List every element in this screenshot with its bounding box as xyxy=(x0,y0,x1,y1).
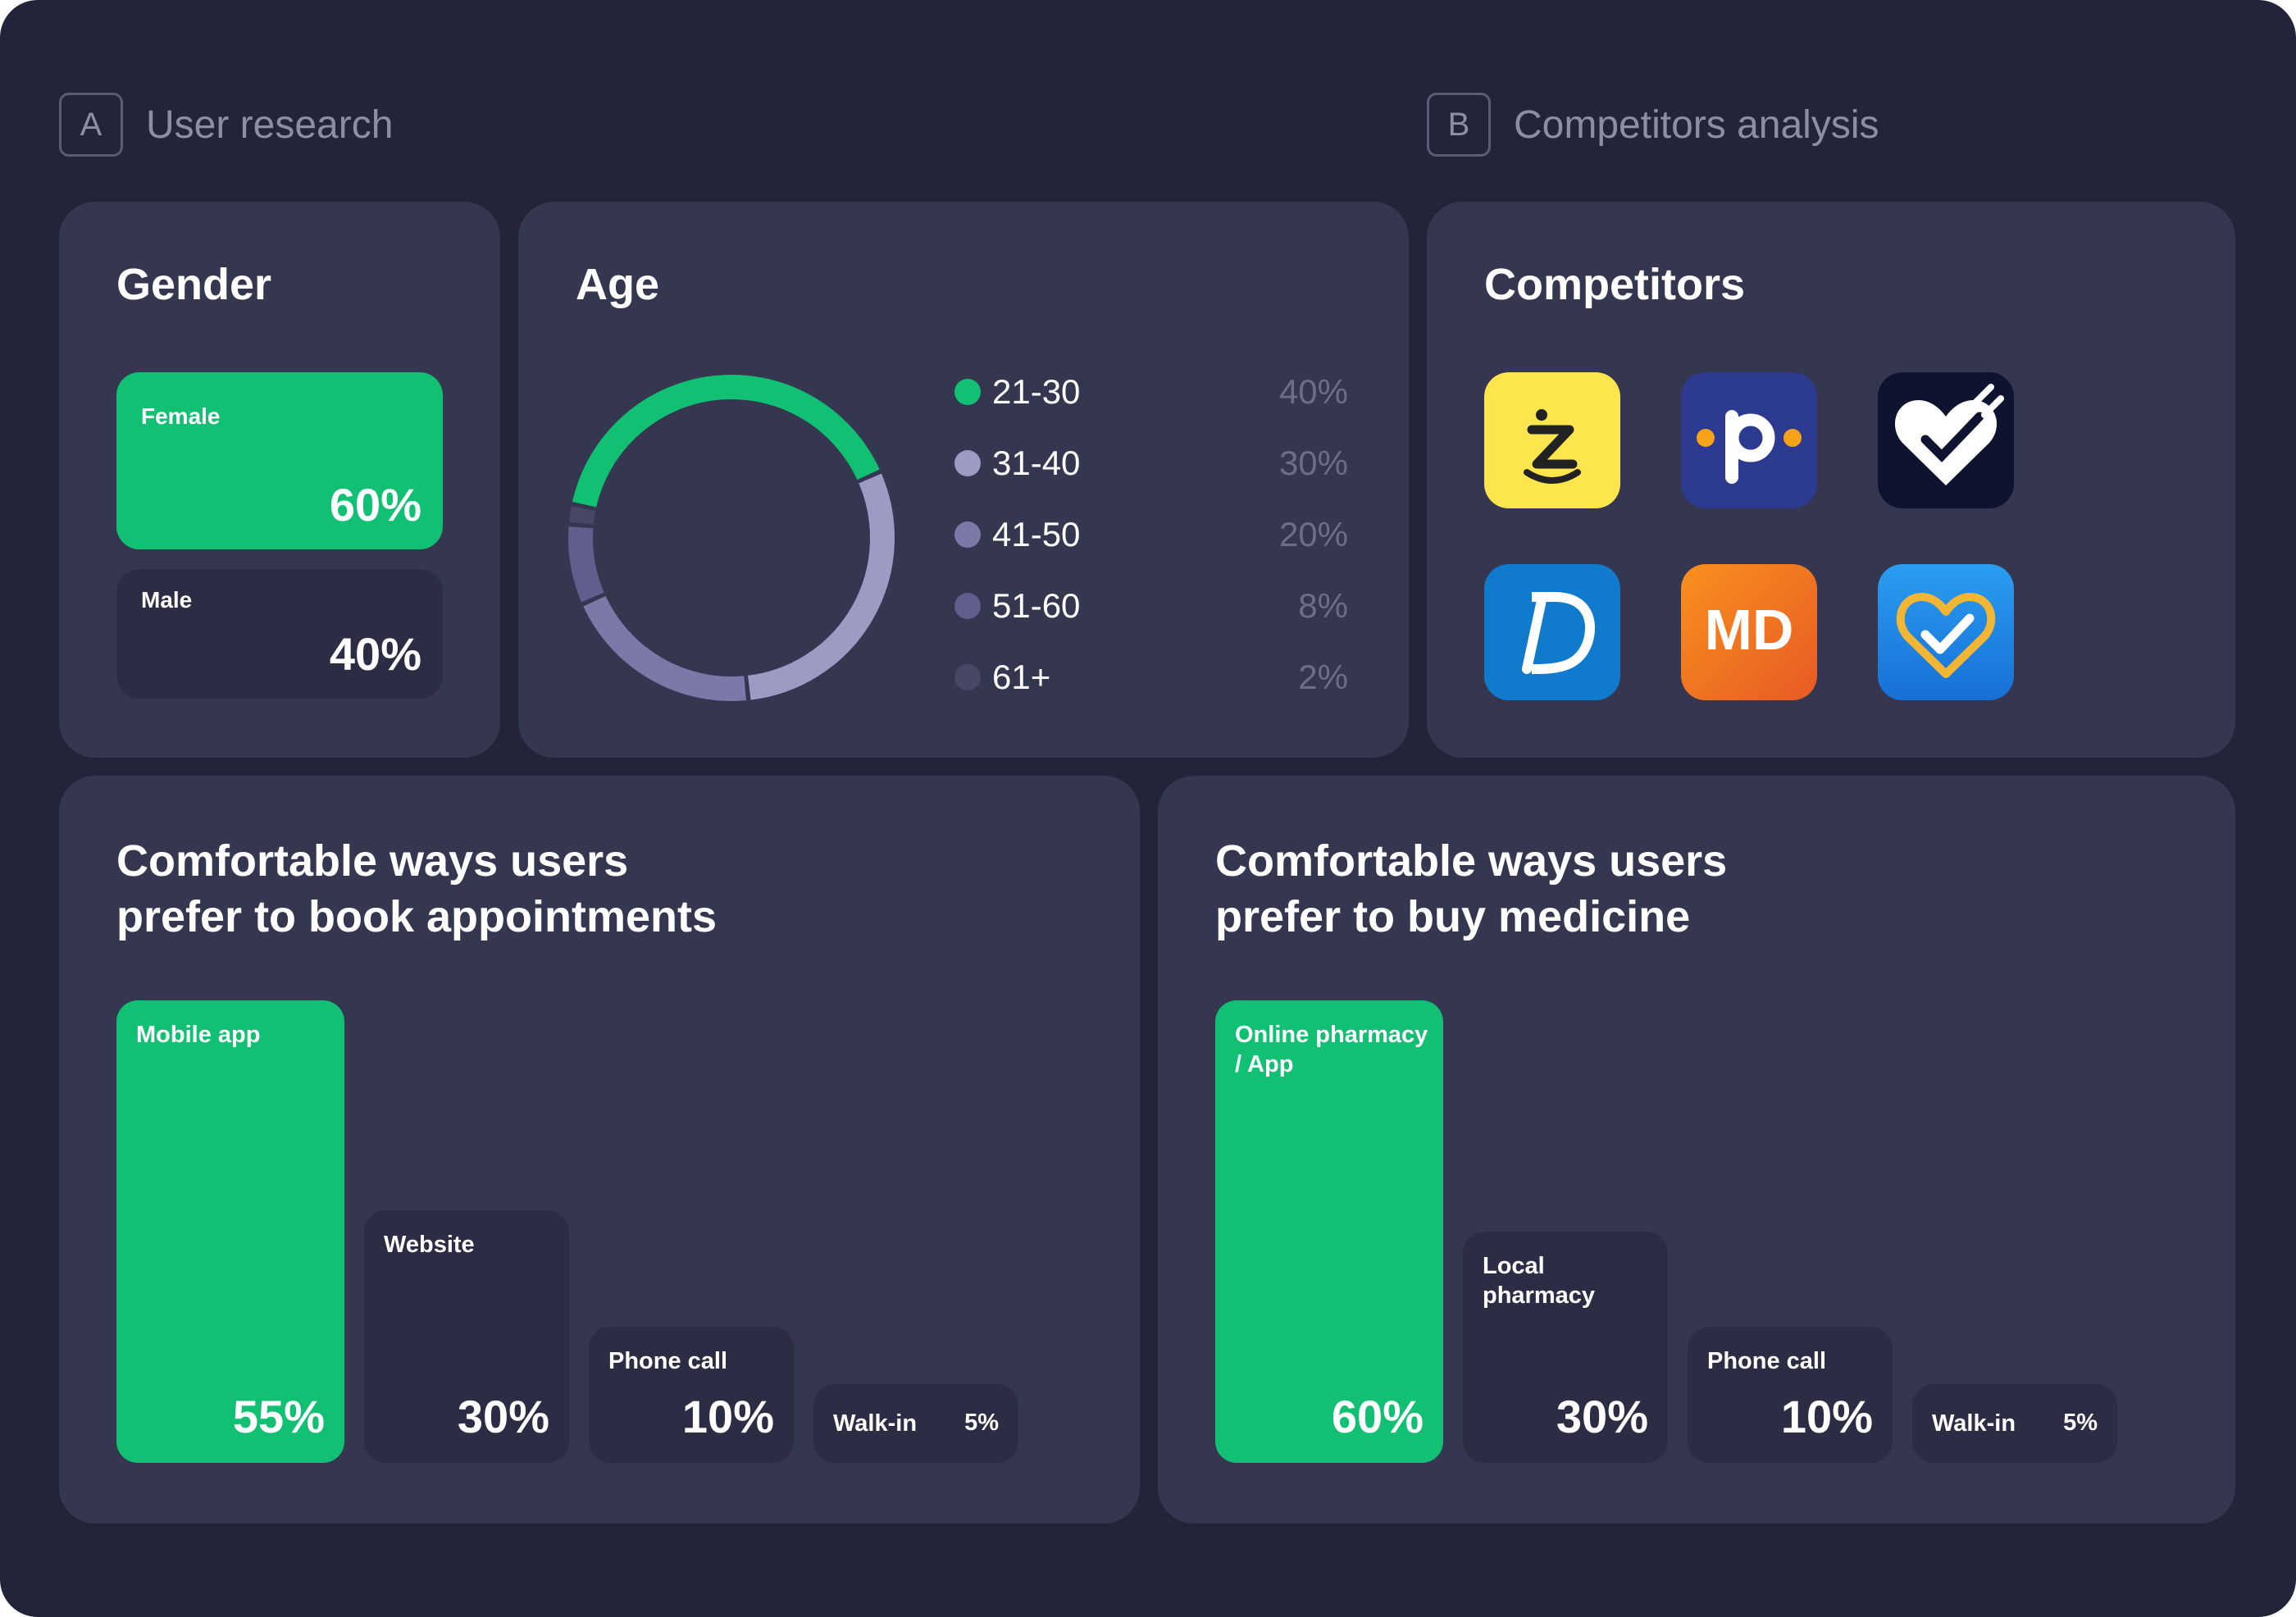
legend-label: 41-50 xyxy=(992,515,1081,553)
medicine-card: Comfortable ways users prefer to buy med… xyxy=(1158,776,2235,1524)
section-letter: A xyxy=(59,93,123,157)
zocdoc-glyph xyxy=(1484,372,1620,508)
legend-item-31-40: 31-40 30% xyxy=(954,440,1348,486)
legend-dot xyxy=(954,664,981,690)
legend-dot xyxy=(954,593,981,619)
bar-label: Walk-in xyxy=(833,1410,918,1437)
legend-value: 20% xyxy=(1278,515,1348,553)
title-line: prefer to buy medicine xyxy=(1215,892,1691,941)
gender-male-box: Male 40% xyxy=(116,569,443,699)
bar-value: 5% xyxy=(964,1410,999,1436)
legend-dot xyxy=(954,450,981,476)
practo-glyph xyxy=(1681,372,1817,508)
card-title: Gender xyxy=(116,260,272,309)
age-card: Age 21-30 40% 31-40 30% 41-50 20% 51-60 … xyxy=(518,202,1409,758)
bar-phone-call: Phone call 10% xyxy=(1688,1327,1893,1463)
bar-local-pharmacy: Local pharmacy 30% xyxy=(1463,1232,1668,1463)
legend-dot xyxy=(954,522,981,548)
section-header-user-research: A User research xyxy=(59,91,393,158)
bar-value: 30% xyxy=(457,1391,549,1442)
bar-value: 10% xyxy=(681,1391,774,1442)
bar-label: Phone call xyxy=(608,1348,728,1374)
md-glyph: MD xyxy=(1681,564,1817,700)
gender-female-box: Female 60% xyxy=(116,372,443,549)
legend-item-41-50: 41-50 20% xyxy=(954,512,1348,558)
donut-slice-21-30 xyxy=(572,375,880,508)
bar-label: Walk-in xyxy=(1932,1410,2016,1437)
legend-label: 61+ xyxy=(992,658,1051,696)
age-donut-chart xyxy=(568,375,895,701)
bar-walk-in: Walk-in 5% xyxy=(813,1384,1018,1463)
legend-value: 8% xyxy=(1298,586,1348,625)
title-line: prefer to book appointments xyxy=(116,892,718,941)
bar-label: Website xyxy=(384,1232,475,1258)
card-title: Comfortable ways users prefer to buy med… xyxy=(1215,833,1727,945)
legend-item-51-60: 51-60 8% xyxy=(954,583,1348,629)
bar-label: Phone call xyxy=(1707,1348,1827,1374)
legend-value: 40% xyxy=(1278,372,1348,411)
appointments-card: Comfortable ways users prefer to book ap… xyxy=(59,776,1140,1524)
bar-label: Local pharmacy xyxy=(1483,1253,1596,1309)
practo-icon[interactable] xyxy=(1681,372,1817,508)
donut-slice-51-60 xyxy=(568,526,604,603)
doctolib-icon[interactable] xyxy=(1484,564,1620,700)
bar-label: Mobile app xyxy=(136,1022,261,1048)
legend-label: 21-30 xyxy=(992,372,1081,411)
md-icon[interactable]: MD xyxy=(1681,564,1817,700)
bar-value: 55% xyxy=(232,1391,325,1442)
section-title: User research xyxy=(146,102,394,147)
bar-mobile-app: Mobile app 55% xyxy=(116,1000,344,1463)
section-header-competitors-analysis: B Competitors analysis xyxy=(1427,91,1879,158)
card-title: Age xyxy=(576,260,660,309)
donut-slice-41-50 xyxy=(583,595,747,701)
bar-website: Website 30% xyxy=(364,1210,569,1463)
gender-card: Gender Female 60% Male 40% xyxy=(59,202,500,758)
heart-shield-icon[interactable] xyxy=(1878,564,2014,700)
card-title: Comfortable ways users prefer to book ap… xyxy=(116,833,717,945)
legend-label: 31-40 xyxy=(992,444,1081,482)
gender-label: Female xyxy=(141,403,221,429)
svg-text:MD: MD xyxy=(1705,598,1794,662)
title-line: Comfortable ways users xyxy=(1215,836,1728,886)
doctolib-glyph xyxy=(1484,564,1620,700)
heart-shield-glyph xyxy=(1878,564,2014,700)
gender-label: Male xyxy=(141,587,193,613)
section-title: Competitors analysis xyxy=(1514,102,1879,147)
bar-value: 30% xyxy=(1556,1391,1648,1442)
bar-phone-call: Phone call 10% xyxy=(589,1327,794,1463)
bar-walk-in: Walk-in 5% xyxy=(1912,1384,2117,1463)
zocdoc-icon[interactable] xyxy=(1484,372,1620,508)
competitors-card: Competitors xyxy=(1427,202,2235,758)
gender-value: 60% xyxy=(329,479,421,531)
heart-check-icon[interactable] xyxy=(1878,372,2014,508)
bar-label: Online pharmacy / App xyxy=(1235,1022,1428,1077)
donut-slice-31-40 xyxy=(747,473,895,700)
section-letter: B xyxy=(1427,93,1491,157)
heart-check-glyph xyxy=(1878,372,2014,508)
legend-item-61-plus: 61+ 2% xyxy=(954,654,1348,700)
bar-online-pharmacy-app: Online pharmacy / App 60% xyxy=(1215,1000,1443,1463)
bar-value: 10% xyxy=(1780,1391,1873,1442)
legend-label: 51-60 xyxy=(992,586,1081,625)
bar-value: 60% xyxy=(1331,1391,1424,1442)
bar-value: 5% xyxy=(2063,1410,2098,1436)
legend-item-21-30: 21-30 40% xyxy=(954,369,1348,415)
legend-dot xyxy=(954,379,981,405)
legend-value: 2% xyxy=(1298,658,1348,696)
legend-value: 30% xyxy=(1278,444,1348,482)
card-title: Competitors xyxy=(1484,260,1746,309)
gender-value: 40% xyxy=(329,628,421,680)
donut-slice-61-plus xyxy=(568,506,596,525)
title-line: Comfortable ways users xyxy=(116,836,629,886)
